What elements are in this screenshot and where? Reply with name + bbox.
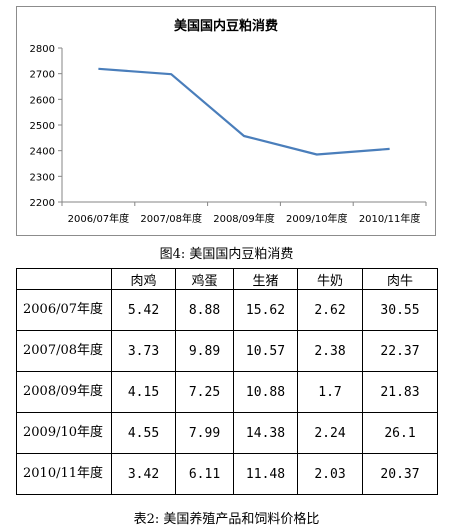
table-row: 2009/10年度 4.55 7.99 14.38 2.24 26.1 (16, 412, 438, 454)
cell-value: 15.62 (233, 289, 298, 331)
cell-value: 11.48 (233, 453, 298, 495)
cell-value: 10.88 (233, 371, 298, 413)
cell-value: 10.57 (233, 330, 298, 372)
cell-value: 2.24 (297, 412, 363, 454)
x-tick-labels: 2006/07年度 2007/08年度 2008/09年度 2009/10年度 2010… (68, 212, 421, 225)
x-tick-label: 2010/11年度 (359, 212, 421, 225)
y-tick-label: 2600 (30, 95, 55, 106)
cell-value: 4.55 (111, 412, 176, 454)
row-year-label: 2009/10年度 (16, 412, 112, 454)
table-row: 2007/08年度 3.73 9.89 10.57 2.38 22.37 (16, 330, 438, 372)
row-year-label: 2010/11年度 (16, 453, 112, 495)
header-cell-hogs: 生猪 (233, 268, 298, 290)
y-tick-label: 2700 (30, 70, 55, 81)
cell-value: 2.03 (297, 453, 363, 495)
cell-value: 21.83 (362, 371, 438, 413)
y-tick-label: 2500 (30, 121, 55, 132)
y-tick-labels: 2800 2700 2600 2500 2400 2300 2200 (30, 44, 55, 209)
row-year-label: 2008/09年度 (16, 371, 112, 413)
cell-value: 30.55 (362, 289, 438, 331)
chart-axes (58, 47, 427, 206)
cell-value: 22.37 (362, 330, 438, 372)
header-cell-cattle: 肉牛 (362, 268, 438, 290)
cell-value: 5.42 (111, 289, 176, 331)
figure-caption: 图4: 美国国内豆粕消费 (159, 247, 294, 262)
header-cell-broiler: 肉鸡 (111, 268, 176, 290)
cell-value: 7.99 (175, 412, 234, 454)
price-ratio-table: 肉鸡 鸡蛋 生猪 牛奶 肉牛 2006/07年度 5.42 8.88 15.62… (16, 268, 438, 495)
cell-value: 20.37 (362, 453, 438, 495)
cell-value: 14.38 (233, 412, 298, 454)
x-tick-label: 2008/09年度 (213, 212, 275, 225)
series-line (98, 67, 390, 156)
cell-value: 3.73 (111, 330, 176, 372)
header-cell-milk: 牛奶 (297, 268, 363, 290)
y-tick-label: 2300 (30, 172, 55, 183)
table-caption: 表2: 美国养殖产品和饲料价格比 (133, 512, 320, 527)
cell-value: 9.89 (175, 330, 234, 372)
cell-value: 7.25 (175, 371, 234, 413)
x-tick-label: 2009/10年度 (286, 212, 348, 225)
x-tick-label: 2006/07年度 (68, 212, 130, 225)
cell-value: 26.1 (362, 412, 438, 454)
row-year-label: 2007/08年度 (16, 330, 112, 372)
table-header-row: 肉鸡 鸡蛋 生猪 牛奶 肉牛 (16, 268, 438, 290)
y-tick-label: 2400 (30, 147, 55, 158)
cell-value: 6.11 (175, 453, 234, 495)
row-year-label: 2006/07年度 (16, 289, 112, 331)
cell-value: 2.62 (297, 289, 363, 331)
cell-value: 1.7 (297, 371, 363, 413)
cell-value: 8.88 (175, 289, 234, 331)
cell-value: 4.15 (111, 371, 176, 413)
x-tick-label: 2007/08年度 (140, 212, 202, 225)
table-row: 2006/07年度 5.42 8.88 15.62 2.62 30.55 (16, 289, 438, 331)
cell-value: 3.42 (111, 453, 176, 495)
y-tick-label: 2800 (30, 44, 55, 55)
y-tick-label: 2200 (30, 198, 55, 209)
header-cell-empty (16, 268, 112, 290)
header-cell-eggs: 鸡蛋 (175, 268, 234, 290)
cell-value: 2.38 (297, 330, 363, 372)
chart-svg: 美国国内豆粕消费 2800 2700 2600 2500 2400 2300 2200 20… (16, 6, 436, 236)
chart-title: 美国国内豆粕消费 (174, 18, 278, 34)
table-row: 2008/09年度 4.15 7.25 10.88 1.7 21.83 (16, 371, 438, 413)
line-chart: 美国国内豆粕消费 2800 2700 2600 2500 2400 2300 2200 20… (16, 6, 436, 236)
table-row: 2010/11年度 3.42 6.11 11.48 2.03 20.37 (16, 453, 438, 495)
